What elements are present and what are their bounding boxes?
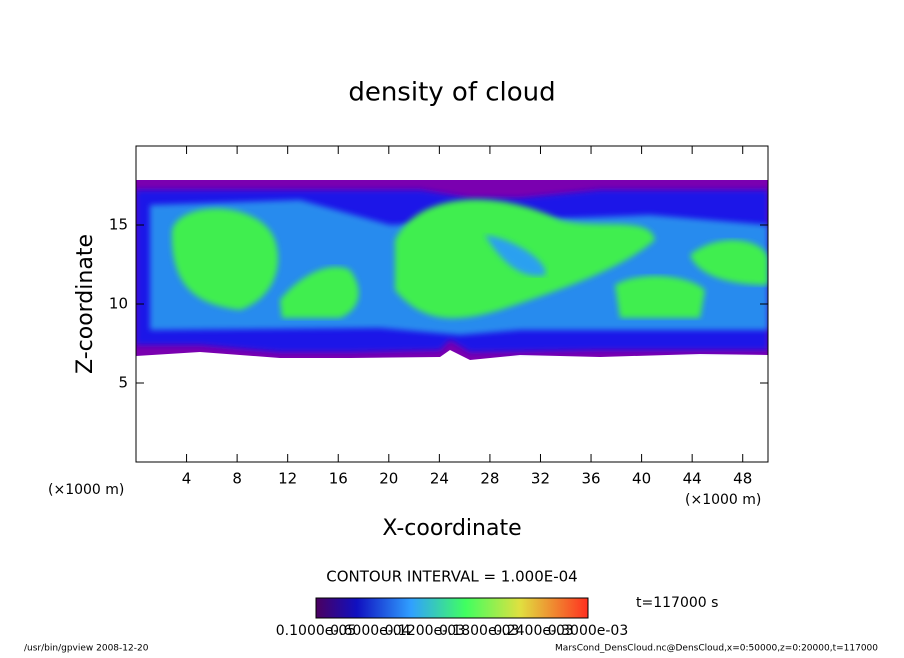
y-axis-label: Z-coordinate bbox=[73, 234, 98, 374]
footer-right: MarsCond_DensCloud.nc@DensCloud,x=0:5000… bbox=[555, 644, 878, 654]
y-tick-label: 5 bbox=[118, 374, 128, 392]
colorbar bbox=[315, 597, 589, 619]
footer-left: /usr/bin/gpview 2008-12-20 bbox=[24, 644, 149, 654]
contour-interval: CONTOUR INTERVAL = 1.000E-04 bbox=[326, 568, 577, 586]
x-tick-label: 4 bbox=[182, 470, 192, 488]
colorbar-label: 0.1200e-03 bbox=[385, 623, 465, 639]
x-tick-label: 8 bbox=[232, 470, 242, 488]
y-tick-label: 15 bbox=[109, 216, 128, 234]
colorbar-label: 0.1800e-03 bbox=[439, 623, 519, 639]
x-tick-label: 36 bbox=[581, 470, 600, 488]
x-tick-label: 28 bbox=[480, 470, 499, 488]
x-tick-label: 24 bbox=[430, 470, 449, 488]
x-tick-label: 44 bbox=[683, 470, 702, 488]
x-axis-label: X-coordinate bbox=[382, 516, 521, 541]
colorbar-label: 0.3000e-03 bbox=[548, 623, 628, 639]
x-unit: (×1000 m) bbox=[685, 492, 761, 508]
colorbar-label: 0.1000e-05 bbox=[276, 623, 356, 639]
y-unit: (×1000 m) bbox=[48, 482, 124, 498]
chart-title: density of cloud bbox=[348, 78, 555, 108]
time-label: t=117000 s bbox=[636, 595, 718, 611]
y-tick-label: 10 bbox=[109, 295, 128, 313]
x-tick-label: 32 bbox=[531, 470, 550, 488]
x-tick-label: 20 bbox=[379, 470, 398, 488]
x-tick-label: 16 bbox=[329, 470, 348, 488]
x-tick-label: 40 bbox=[632, 470, 651, 488]
x-tick-label: 48 bbox=[733, 470, 752, 488]
colorbar-label: 0.6000e-04 bbox=[330, 623, 411, 639]
cloud-field bbox=[136, 180, 768, 360]
colorbar-label: 0.2400e-03 bbox=[493, 623, 573, 639]
x-tick-label: 12 bbox=[278, 470, 297, 488]
